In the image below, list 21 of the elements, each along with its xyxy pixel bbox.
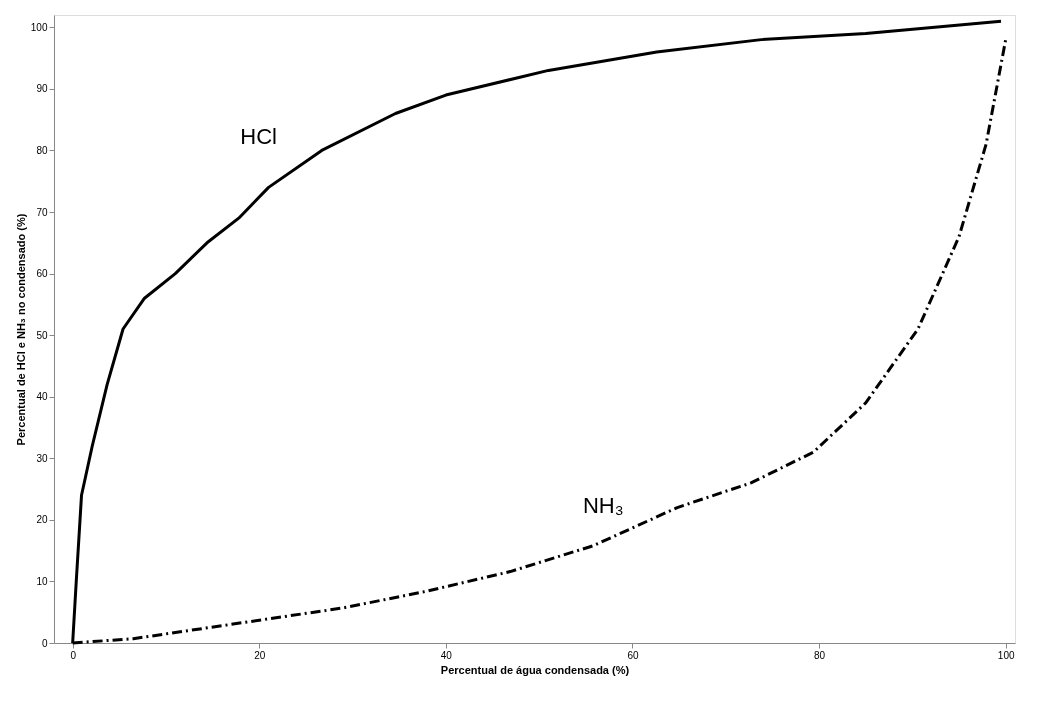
y-tick-label: 80 <box>36 144 48 156</box>
y-tick-label: 90 <box>36 83 48 95</box>
x-tick-label: 20 <box>254 649 266 661</box>
x-tick-label: 60 <box>627 649 639 661</box>
series-label: HCl <box>240 124 277 150</box>
y-tick-label: 70 <box>36 206 48 218</box>
x-tick-label: 40 <box>440 649 453 661</box>
y-tick-label: 0 <box>41 637 48 649</box>
y-tick-label: 30 <box>36 452 48 464</box>
y-tick-label: 50 <box>36 329 48 341</box>
x-tick-label: 100 <box>997 649 1015 661</box>
y-tick-label: 60 <box>36 268 48 280</box>
x-axis-title: Percentual de água condensada (%) <box>440 663 630 676</box>
y-tick-label: 10 <box>36 575 48 587</box>
y-tick-label: 40 <box>36 391 48 403</box>
y-tick-label: 20 <box>36 514 48 526</box>
series-label: NH₃ <box>582 492 624 518</box>
y-tick-label: 100 <box>30 21 48 33</box>
x-tick-label: 0 <box>70 649 77 661</box>
x-tick-label: 80 <box>814 649 826 661</box>
y-axis-title: Percentual de HCl e NH₃ no condensado (%) <box>14 213 27 446</box>
